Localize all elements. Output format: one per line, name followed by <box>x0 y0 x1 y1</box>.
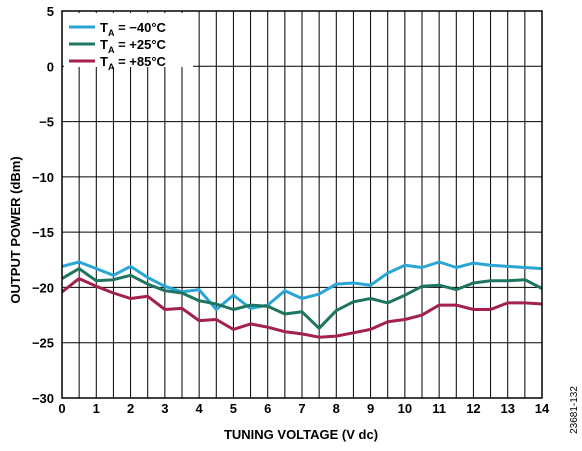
x-tick-label: 8 <box>333 401 340 416</box>
x-tick-label: 11 <box>432 401 446 416</box>
plot-frame <box>61 10 543 399</box>
x-tick-label: 4 <box>196 401 204 416</box>
y-tick-label: −5 <box>39 115 54 130</box>
legend: TA = −40°CTA = +25°CTA = +85°C <box>64 13 193 72</box>
x-tick-label: 0 <box>58 401 65 416</box>
legend-label-3: TA = +85°C <box>100 54 167 72</box>
y-tick-label: −25 <box>32 336 54 351</box>
y-axis-title: OUTPUT POWER (dBm) <box>8 156 23 303</box>
y-tick-label: 5 <box>47 4 54 19</box>
series-lines <box>61 260 543 339</box>
legend-box <box>64 13 193 67</box>
legend-label-2: TA = +25°C <box>100 37 167 55</box>
series-line-3 <box>61 277 543 339</box>
x-tick-label: 3 <box>161 401 168 416</box>
x-tick-label: 13 <box>500 401 514 416</box>
y-tick-label: −10 <box>32 170 54 185</box>
x-tick-label: 1 <box>93 401 100 416</box>
y-tick-label: −15 <box>32 225 54 240</box>
plot-border <box>61 10 543 399</box>
x-tick-label: 2 <box>127 401 134 416</box>
legend-label-1: TA = −40°C <box>100 20 167 38</box>
figure-id: 23681-132 <box>569 386 580 434</box>
x-tick-label: 10 <box>398 401 412 416</box>
x-tick-label: 12 <box>466 401 480 416</box>
x-tick-label: 7 <box>298 401 305 416</box>
x-tick-label: 6 <box>264 401 271 416</box>
x-axis-title: TUNING VOLTAGE (V dc) <box>224 427 378 442</box>
series-line-2 <box>61 267 543 330</box>
series-line-1 <box>61 260 543 311</box>
y-tick-label: −30 <box>32 391 54 406</box>
grid <box>62 11 542 398</box>
x-tick-label: 5 <box>230 401 237 416</box>
x-tick-label: 14 <box>535 401 550 416</box>
y-tick-label: −20 <box>32 280 54 295</box>
x-tick-label: 9 <box>367 401 374 416</box>
y-tick-label: 0 <box>47 59 54 74</box>
